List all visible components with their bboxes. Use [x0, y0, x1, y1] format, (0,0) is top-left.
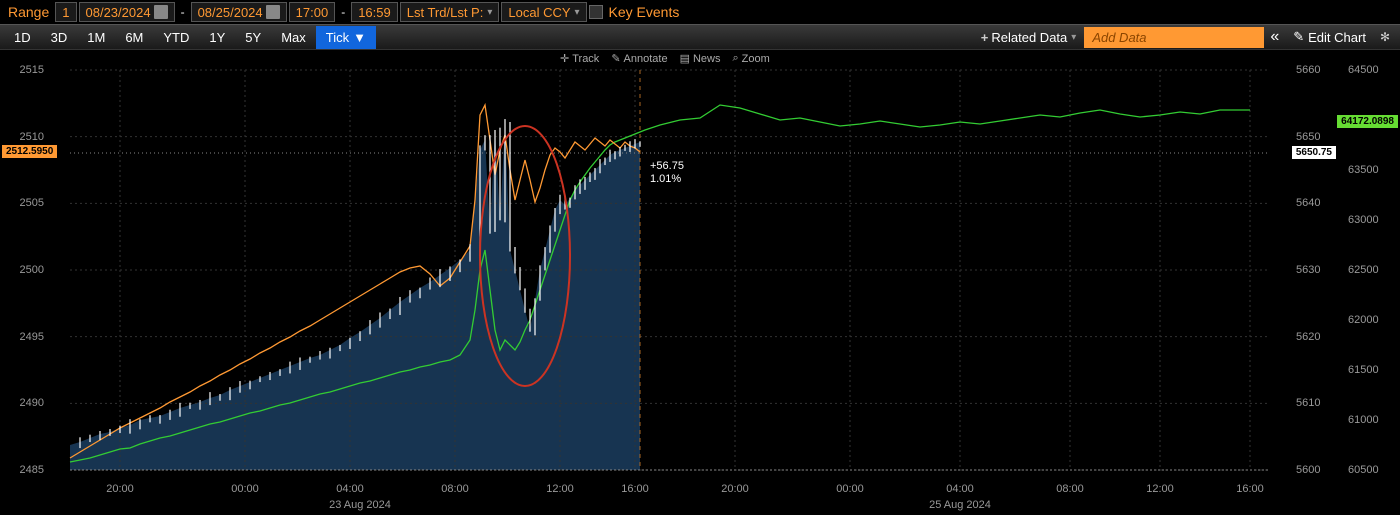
chevron-down-icon: ▾: [1071, 32, 1076, 43]
x-tick: 08:00: [441, 483, 469, 495]
edit-chart-button[interactable]: ✎ Edit Chart: [1285, 25, 1374, 49]
date-from[interactable]: 08/23/2024: [79, 2, 175, 22]
crosshair-icon: ✛: [560, 52, 569, 65]
y-tick-right1: 5620: [1296, 331, 1336, 343]
plus-icon: +: [981, 30, 989, 45]
timeframe-1m[interactable]: 1M: [77, 26, 115, 49]
time-to[interactable]: 16:59: [351, 2, 398, 22]
chart-svg[interactable]: [0, 50, 1400, 515]
chevron-down-icon: ▾: [575, 7, 580, 18]
price-tag-right1: 5650.75: [1292, 146, 1336, 159]
x-tick: 08:00: [1056, 483, 1084, 495]
change-value: +56.75: [650, 160, 684, 172]
y-tick-left: 2490: [0, 397, 44, 409]
timeframe-ytd[interactable]: YTD: [153, 26, 199, 49]
zoom-icon: ⌕: [733, 52, 739, 65]
x-tick: 00:00: [836, 483, 864, 495]
x-tick: 00:00: [231, 483, 259, 495]
gear-icon[interactable]: ✻: [1374, 26, 1396, 48]
timeframe-1y[interactable]: 1Y: [199, 26, 235, 49]
date-sep: -: [177, 5, 189, 19]
related-data-dropdown[interactable]: + Related Data ▾: [973, 26, 1085, 49]
y-tick-right1: 5610: [1296, 397, 1336, 409]
timeframe-bar: 1D3D1M6MYTD1Y5YMaxTick▼ + Related Data ▾…: [0, 24, 1400, 50]
y-tick-right2: 63500: [1348, 164, 1396, 176]
pencil-icon: ✎: [611, 52, 620, 65]
y-tick-left: 2495: [0, 331, 44, 343]
y-tick-right2: 61000: [1348, 414, 1396, 426]
x-tick: 04:00: [946, 483, 974, 495]
date-label: 23 Aug 2024: [329, 499, 391, 511]
zoom-tool[interactable]: ⌕Zoom: [733, 52, 770, 65]
chevron-down-icon: ▾: [487, 7, 492, 18]
annotate-tool[interactable]: ✎Annotate: [611, 52, 667, 65]
pencil-icon: ✎: [1293, 29, 1304, 45]
time-from[interactable]: 17:00: [289, 2, 336, 22]
y-tick-right1: 5650: [1296, 131, 1336, 143]
news-tool[interactable]: ▤News: [680, 52, 721, 65]
price-tag-left: 2512.5950: [2, 145, 57, 158]
change-pct: 1.01%: [650, 173, 681, 185]
date-label: 25 Aug 2024: [929, 499, 991, 511]
timeframe-tick[interactable]: Tick▼: [316, 26, 376, 49]
y-tick-right2: 60500: [1348, 464, 1396, 476]
field-dropdown-1[interactable]: Lst Trd/Lst P: ▾: [400, 2, 500, 22]
x-tick: 20:00: [106, 483, 134, 495]
calendar-icon[interactable]: [154, 5, 168, 19]
collapse-button[interactable]: «: [1264, 24, 1285, 50]
x-tick: 20:00: [721, 483, 749, 495]
field-dropdown-2[interactable]: Local CCY ▾: [501, 2, 586, 22]
timeframe-buttons: 1D3D1M6MYTD1Y5YMaxTick▼: [4, 26, 376, 49]
timeframe-1d[interactable]: 1D: [4, 26, 41, 49]
y-tick-right2: 61500: [1348, 364, 1396, 376]
y-tick-right2: 62000: [1348, 314, 1396, 326]
chart-area: ✛Track ✎Annotate ▤News ⌕Zoom 2485 2490 249…: [0, 50, 1400, 515]
y-tick-right2: 63000: [1348, 214, 1396, 226]
y-tick-right1: 5660: [1296, 64, 1336, 76]
range-label: Range: [4, 4, 53, 20]
timeframe-6m[interactable]: 6M: [115, 26, 153, 49]
x-tick: 12:00: [546, 483, 574, 495]
y-tick-right1: 5630: [1296, 264, 1336, 276]
news-icon: ▤: [680, 52, 690, 65]
key-events-checkbox[interactable]: [589, 5, 603, 19]
x-tick: 04:00: [336, 483, 364, 495]
range-value[interactable]: 1: [55, 2, 76, 22]
y-tick-right2: 64500: [1348, 64, 1396, 76]
calendar-icon[interactable]: [266, 5, 280, 19]
y-tick-right1: 5600: [1296, 464, 1336, 476]
timeframe-5y[interactable]: 5Y: [235, 26, 271, 49]
key-events-label: Key Events: [605, 4, 684, 20]
add-data-input[interactable]: Add Data: [1084, 27, 1264, 48]
timeframe-3d[interactable]: 3D: [41, 26, 78, 49]
y-tick-left: 2485: [0, 464, 44, 476]
y-tick-left: 2510: [0, 131, 44, 143]
y-tick-left: 2505: [0, 197, 44, 209]
x-tick: 16:00: [1236, 483, 1264, 495]
y-tick-right2: 62500: [1348, 264, 1396, 276]
x-tick: 12:00: [1146, 483, 1174, 495]
timeframe-max[interactable]: Max: [271, 26, 316, 49]
top-bar: Range 1 08/23/2024 - 08/25/2024 17:00 - …: [0, 0, 1400, 24]
date-to[interactable]: 08/25/2024: [191, 2, 287, 22]
x-tick: 16:00: [621, 483, 649, 495]
chart-tools: ✛Track ✎Annotate ▤News ⌕Zoom: [560, 52, 770, 65]
y-tick-left: 2500: [0, 264, 44, 276]
time-sep: -: [337, 5, 349, 19]
price-tag-right2: 64172.0898: [1337, 115, 1398, 128]
track-tool[interactable]: ✛Track: [560, 52, 599, 65]
y-tick-right1: 5640: [1296, 197, 1336, 209]
y-tick-left: 2515: [0, 64, 44, 76]
